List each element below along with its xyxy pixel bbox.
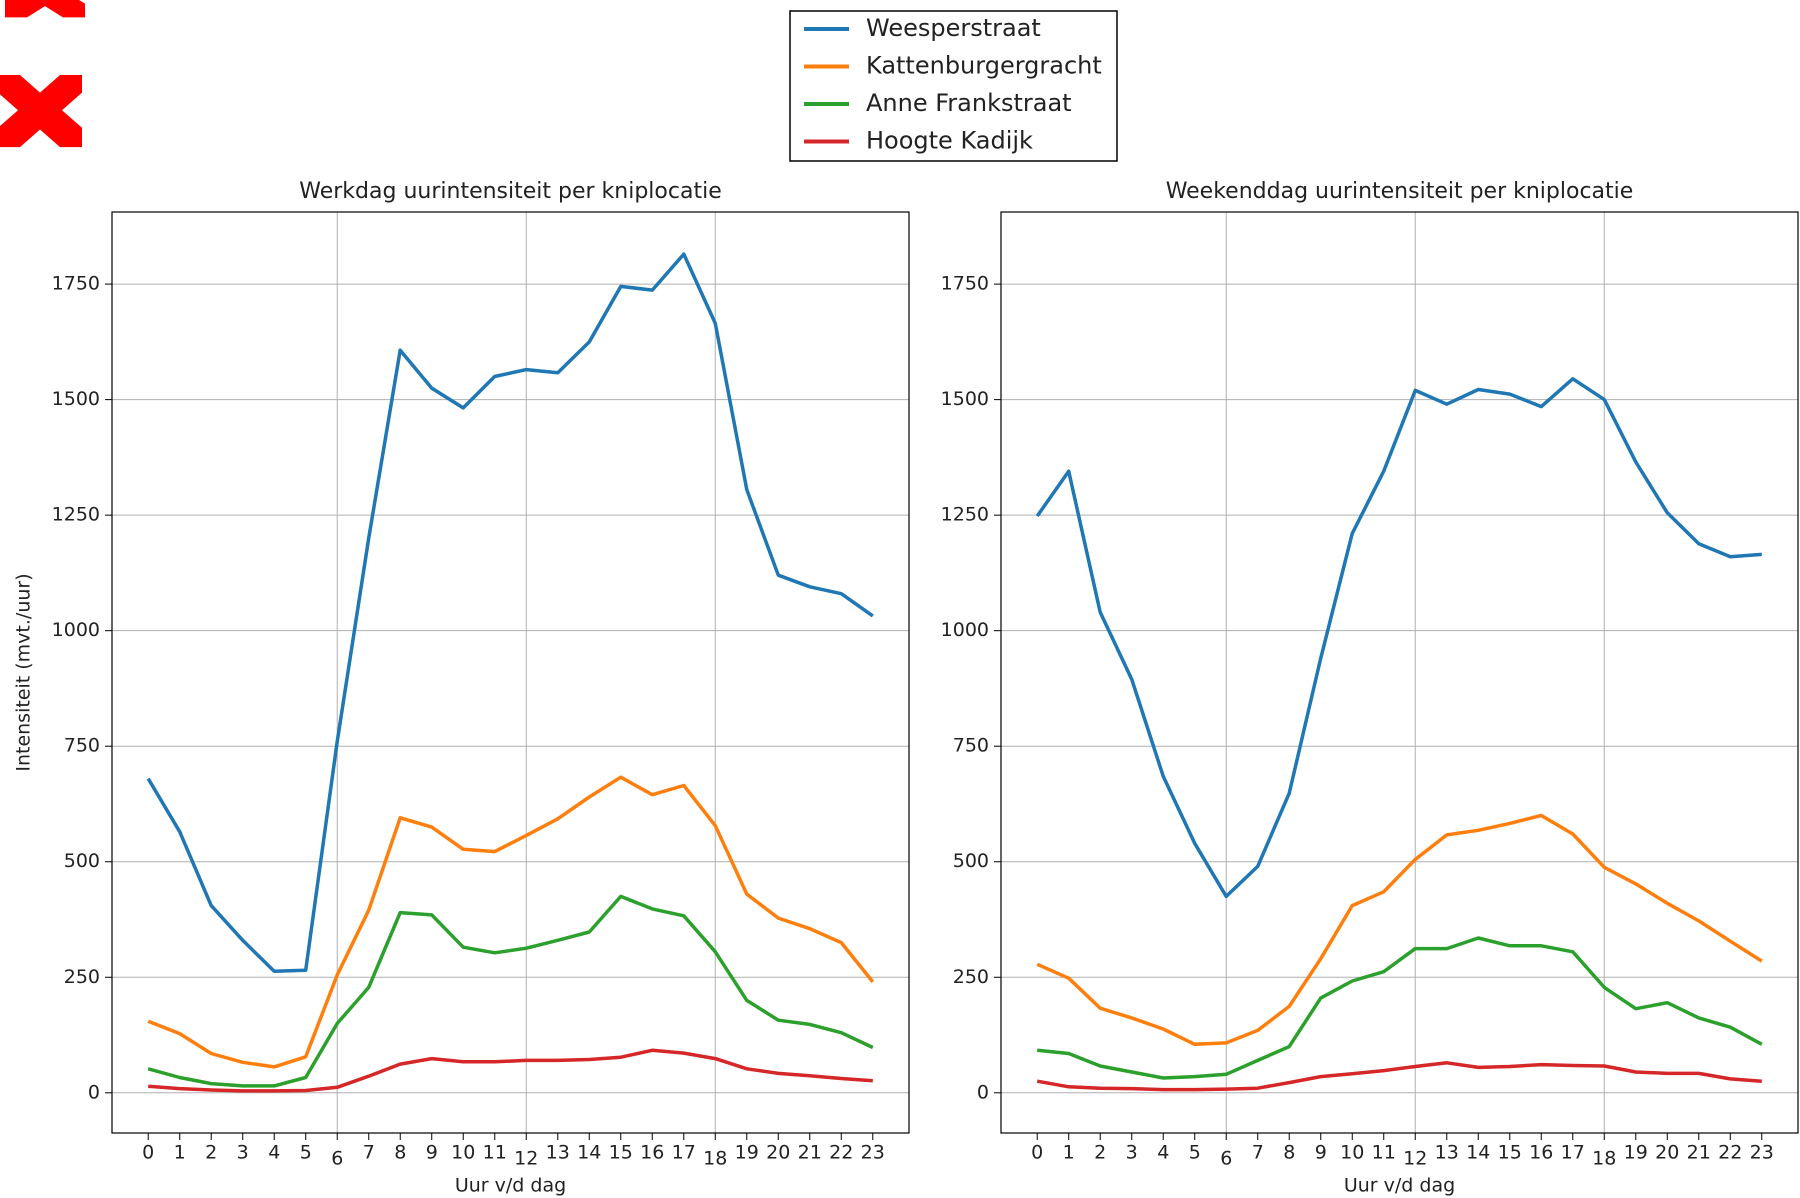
x-tick-label: 17 — [672, 1142, 696, 1164]
x-axis-label: Uur v/d dag — [455, 1175, 566, 1197]
x-tick-label: 19 — [735, 1142, 759, 1164]
x-tick-label: 3 — [237, 1142, 249, 1164]
x-tick-label: 18 — [1592, 1148, 1616, 1170]
legend-label: Kattenburgergracht — [866, 52, 1102, 80]
chart-title: Weekenddag uurintensiteit per kniplocati… — [1166, 179, 1634, 204]
y-tick-label: 1000 — [941, 619, 989, 641]
x-tick-label: 0 — [1031, 1142, 1043, 1164]
x-tick-label: 2 — [205, 1142, 217, 1164]
y-tick-label: 1250 — [941, 504, 989, 526]
x-tick-label: 18 — [703, 1148, 727, 1170]
y-tick-label: 0 — [88, 1081, 100, 1103]
x-tick-label: 8 — [1283, 1142, 1295, 1164]
x-tick-label: 16 — [640, 1142, 664, 1164]
x-tick-label: 20 — [1655, 1142, 1679, 1164]
x-tick-label: 22 — [829, 1142, 853, 1164]
x-tick-label: 20 — [766, 1142, 790, 1164]
x-tick-label: 15 — [609, 1142, 633, 1164]
x-tick-label: 14 — [577, 1142, 601, 1164]
x-tick-label: 6 — [1220, 1148, 1232, 1170]
x-tick-label: 23 — [861, 1142, 885, 1164]
x-tick-label: 11 — [1372, 1142, 1396, 1164]
y-tick-label: 0 — [977, 1081, 989, 1103]
axes-frame — [1000, 211, 1799, 1134]
x-tick-label: 5 — [1189, 1142, 1201, 1164]
x-tick-label: 0 — [142, 1142, 154, 1164]
y-tick-label: 500 — [953, 850, 989, 872]
y-tick-label: 500 — [64, 850, 100, 872]
series-line — [147, 775, 875, 1069]
x-tick-label: 13 — [546, 1142, 570, 1164]
x-tick-label: 6 — [331, 1148, 343, 1170]
x-tick-label: 7 — [1252, 1142, 1264, 1164]
x-tick-label: 11 — [483, 1142, 507, 1164]
x-tick-label: 21 — [798, 1142, 822, 1164]
x-tick-label: 17 — [1561, 1142, 1585, 1164]
y-tick-label: 250 — [64, 966, 100, 988]
x-tick-label: 16 — [1529, 1142, 1553, 1164]
series-line — [147, 894, 874, 1088]
x-tick-label: 8 — [394, 1142, 406, 1164]
x-tick-label: 9 — [426, 1142, 438, 1164]
y-tick-label: 1500 — [941, 388, 989, 410]
axes-frame — [111, 211, 910, 1134]
y-tick-label: 250 — [953, 966, 989, 988]
series-line — [146, 252, 874, 974]
x-tick-label: 12 — [514, 1148, 538, 1170]
x-tick-label: 1 — [1063, 1142, 1075, 1164]
logo — [0, 0, 85, 148]
x-tick-label: 5 — [300, 1142, 312, 1164]
series-line — [1037, 936, 1763, 1080]
chart-title: Werkdag uurintensiteit per kniplocatie — [299, 179, 721, 204]
x-tick-label: 10 — [451, 1142, 475, 1164]
x-tick-label: 9 — [1315, 1142, 1327, 1164]
x-tick-label: 3 — [1126, 1142, 1138, 1164]
series-line — [1036, 1061, 1762, 1092]
series-line — [1035, 377, 1762, 899]
legend-label: Weesperstraat — [866, 14, 1041, 42]
x-tick-label: 2 — [1094, 1142, 1106, 1164]
x-tick-label: 1 — [174, 1142, 186, 1164]
x-tick-label: 4 — [1157, 1142, 1169, 1164]
x-tick-label: 23 — [1750, 1142, 1774, 1164]
legend-label: Anne Frankstraat — [866, 89, 1072, 117]
x-tick-label: 14 — [1466, 1142, 1490, 1164]
y-tick-label: 750 — [953, 735, 989, 757]
series-line — [148, 1048, 873, 1093]
y-axis-label: Intensiteit (mvt./uur) — [13, 573, 35, 771]
x-tick-label: 22 — [1718, 1142, 1742, 1164]
y-tick-label: 1750 — [52, 273, 100, 295]
y-tick-label: 750 — [64, 735, 100, 757]
y-tick-label: 1250 — [52, 504, 100, 526]
legend-label: Hoogte Kadijk — [866, 127, 1033, 155]
x-tick-label: 7 — [363, 1142, 375, 1164]
x-tick-label: 4 — [268, 1142, 280, 1164]
y-tick-label: 1500 — [52, 388, 100, 410]
y-tick-label: 1750 — [941, 273, 989, 295]
x-tick-label: 12 — [1403, 1148, 1427, 1170]
x-tick-label: 21 — [1687, 1142, 1711, 1164]
x-tick-label: 19 — [1624, 1142, 1648, 1164]
x-tick-label: 10 — [1340, 1142, 1364, 1164]
legend-box — [789, 10, 1118, 162]
series-line — [1036, 813, 1763, 1047]
y-tick-label: 1000 — [52, 619, 100, 641]
x-axis-label: Uur v/d dag — [1344, 1175, 1455, 1197]
x-tick-label: 15 — [1498, 1142, 1522, 1164]
x-tick-label: 13 — [1435, 1142, 1459, 1164]
